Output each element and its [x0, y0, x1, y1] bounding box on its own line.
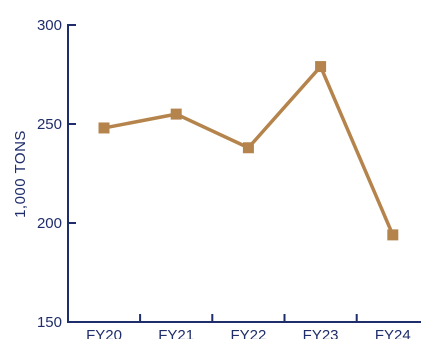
x-tick-label: FY21	[158, 327, 194, 339]
data-point-marker	[98, 122, 110, 134]
axes	[67, 24, 421, 323]
data-point-marker	[315, 61, 327, 73]
y-axis-title: 1,000 TONS	[12, 130, 29, 218]
y-tick-label: 250	[37, 116, 62, 133]
y-tick-label: 150	[37, 314, 62, 331]
y-tick-label: 200	[37, 215, 62, 232]
x-tick-label: FY22	[230, 327, 266, 339]
series-layer	[98, 61, 399, 241]
data-point-marker	[170, 108, 182, 120]
x-ticks: FY20 FY21 FY22 FY23 FY24	[86, 314, 411, 339]
x-tick-label: FY23	[303, 327, 339, 339]
y-tick-label: 300	[37, 17, 62, 34]
x-tick-label: FY24	[375, 327, 411, 339]
y-ticks: 150 200 250 300	[37, 17, 76, 331]
x-tick-label: FY20	[86, 327, 122, 339]
data-point-marker	[242, 142, 254, 154]
data-point-marker	[387, 229, 399, 241]
